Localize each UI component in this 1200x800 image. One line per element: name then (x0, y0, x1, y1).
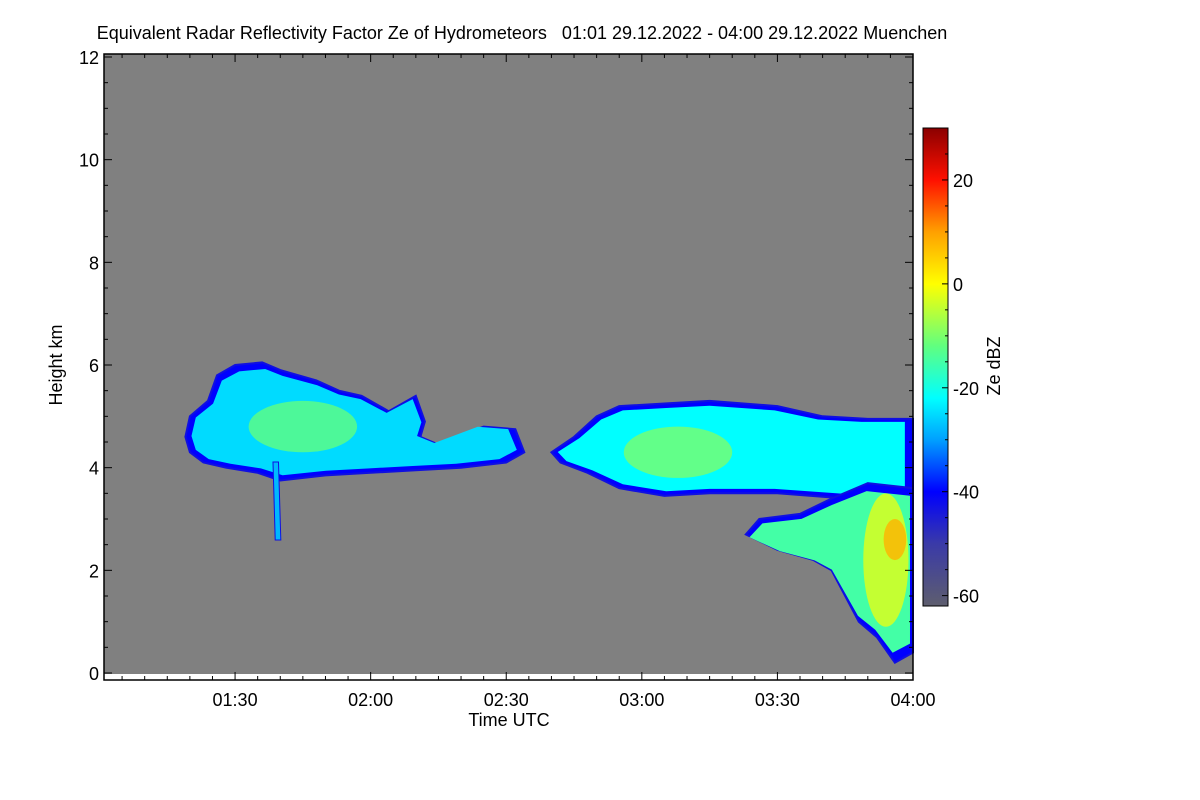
colorbar-tick-label: -60 (953, 587, 979, 607)
y-tick-label: 6 (89, 356, 99, 376)
cloud-2-core (623, 426, 733, 478)
fallstreak (273, 462, 281, 540)
x-tick-label: 02:30 (484, 690, 529, 710)
x-tick-label: 01:30 (213, 690, 258, 710)
y-tick-label: 10 (79, 151, 99, 171)
colorbar-ticks: -60 -40 -20 0 20 (942, 127, 979, 607)
y-tick-label: 4 (89, 459, 99, 479)
y-tick-label: 8 (89, 253, 99, 273)
colorbar-tick-label: -20 (953, 379, 979, 399)
x-axis-label: Time UTC (468, 710, 549, 730)
axis-ticks: 01:30 02:00 02:30 03:00 03:30 04:00 0 2 4 6 8 10 12 (79, 48, 936, 710)
y-axis-label: Height km (46, 324, 66, 405)
precip-max (883, 519, 907, 561)
colorbar-tick-label: -40 (953, 483, 979, 503)
x-tick-label: 03:30 (755, 690, 800, 710)
y-tick-label: 12 (79, 48, 99, 68)
colorbar (922, 127, 949, 607)
chart-title: Equivalent Radar Reflectivity Factor Ze … (97, 23, 948, 43)
precip-core (863, 493, 909, 627)
plot-frame (103, 53, 914, 681)
x-tick-label: 03:00 (619, 690, 664, 710)
y-tick-label: 0 (89, 664, 99, 684)
x-tick-label: 02:00 (348, 690, 393, 710)
x-tick-label: 04:00 (890, 690, 935, 710)
cloud-1-core (248, 400, 358, 453)
y-tick-label: 2 (89, 561, 99, 581)
plot-background (104, 54, 913, 674)
colorbar-label: Ze dBZ (984, 336, 1004, 395)
colorbar-tick-label: 20 (953, 171, 973, 191)
colorbar-tick-label: 0 (953, 275, 963, 295)
echo-layer (184, 361, 914, 665)
